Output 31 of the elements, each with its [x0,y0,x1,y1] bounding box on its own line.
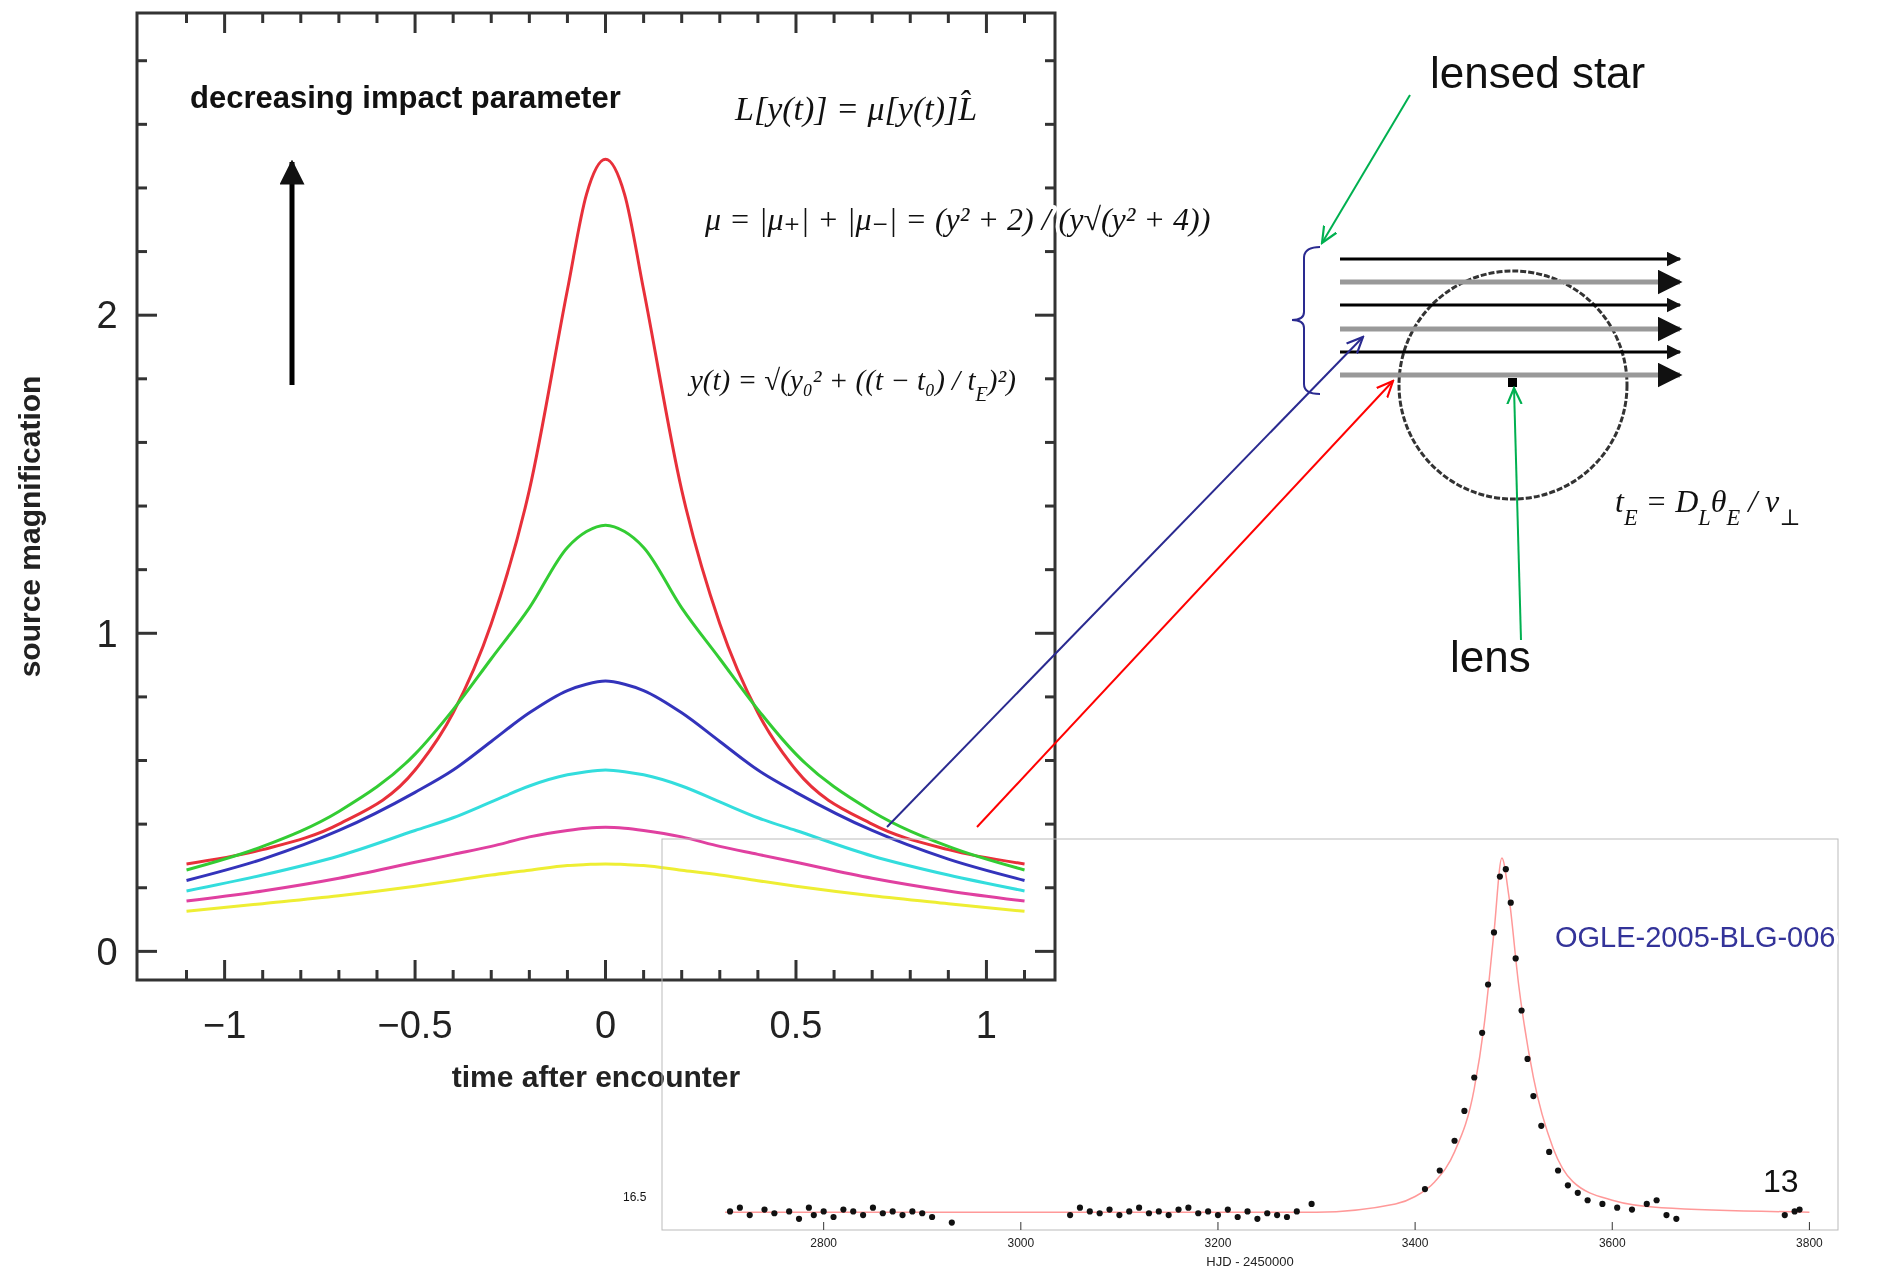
annotation: μ = |μ₊| + |μ₋| = (y² + 2) / (y√(y² + 4)) [704,201,1211,237]
x-tick-label: 3800 [1796,1236,1824,1250]
text: 16.5 [623,1190,647,1204]
x-tick-label: 3600 [1598,1236,1626,1250]
x-tick-label: 3000 [1007,1236,1035,1250]
line-series [185,523,1027,872]
text: t$_{E}$ = D$_{L}$θ$_{E}$ / v$_{⊥}$ [1615,483,1801,530]
annotation: 13 [1763,1163,1799,1199]
text: lens [1450,632,1531,681]
x-axis-title: time after encounter [451,1060,741,1093]
x-tick-label: 0.5 [769,1004,823,1046]
x-tick-label: 0 [594,1004,617,1046]
x-tick-label: 2800 [810,1236,838,1250]
line-series [185,768,1027,893]
line-series [185,862,1027,913]
x-tick-label: −0.5 [377,1004,453,1046]
y-tick-label: 2 [96,294,118,337]
annotation: OGLE-2005-BLG-006 [1555,921,1836,953]
text: lensed star [1430,48,1646,97]
y-axis-title: source magnification [13,375,46,678]
y-tick-label: 0 [96,930,118,973]
x-axis-title: HJD - 2450000 [1206,1254,1294,1269]
line-series [185,679,1027,882]
line-series [185,825,1027,903]
y-tick-label: 1 [96,612,118,655]
x-tick-label: −1 [202,1004,247,1046]
x-tick-label: 3400 [1401,1236,1429,1250]
annotation: decreasing impact parameter [190,80,621,115]
x-tick-label: 1 [975,1004,998,1046]
x-tick-label: 3200 [1204,1236,1232,1250]
annotation: L[y(t)] = μ[y(t)]L̂ [734,90,978,128]
